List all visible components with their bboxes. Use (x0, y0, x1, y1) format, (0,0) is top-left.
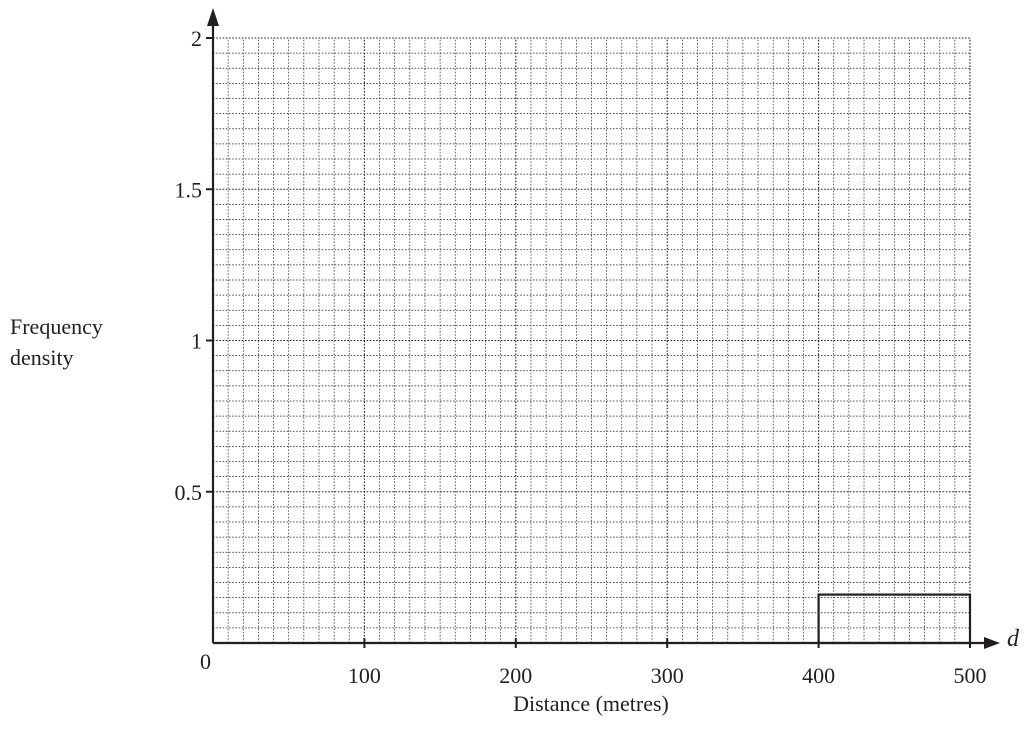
x-tick-label: 200 (499, 663, 532, 688)
ticks-group: 100 200 300 400 500 0.5 1 1.5 2 (175, 26, 987, 688)
x-tick-label: 400 (802, 663, 835, 688)
x-axis-title: Distance (metres) (513, 691, 669, 716)
y-axis-arrowhead (207, 8, 219, 26)
y-tick-label: 1.5 (175, 177, 203, 202)
x-tick-label: 100 (348, 663, 381, 688)
y-axis-title-line-1: Frequency (10, 314, 103, 339)
axes (207, 8, 1000, 649)
x-tick-label: 500 (954, 663, 987, 688)
x-axis-arrowhead (984, 637, 1000, 649)
y-axis-title-line-2: density (10, 345, 74, 370)
y-tick-label: 0.5 (175, 480, 203, 505)
x-variable-label: d (1007, 626, 1020, 652)
y-tick-label: 1 (191, 329, 202, 354)
x-tick-label: 300 (651, 663, 684, 688)
y-tick-label: 2 (191, 26, 202, 51)
origin-label: 0 (200, 649, 211, 674)
grid-lines (213, 37, 971, 643)
